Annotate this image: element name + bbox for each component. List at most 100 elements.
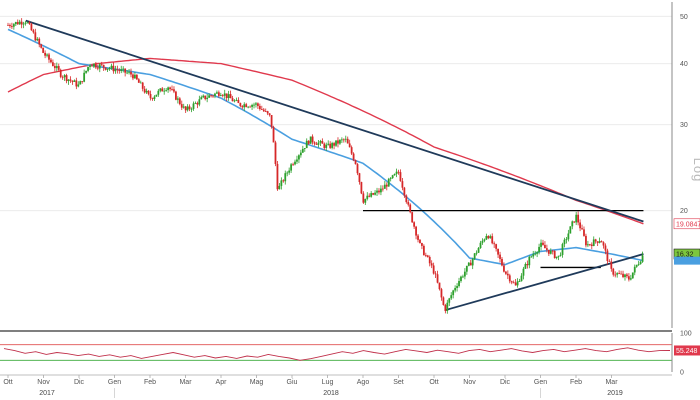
candle-up — [284, 173, 287, 182]
candle-down — [184, 106, 187, 111]
moving-average-short-tag — [674, 256, 700, 265]
price-y-tick-label: 30 — [680, 122, 688, 129]
candle-down — [506, 273, 509, 276]
x-year-label: 2017 — [39, 390, 55, 397]
candle-down — [315, 143, 318, 145]
candle-up — [364, 198, 367, 203]
candle-down — [276, 163, 279, 190]
candle-down — [151, 98, 154, 100]
candle-down — [444, 304, 447, 311]
candle-up — [235, 99, 238, 101]
candle-down — [626, 274, 628, 277]
candle-down — [508, 275, 511, 282]
candle-up — [206, 97, 209, 100]
x-year-label: 2019 — [607, 390, 623, 397]
x-tick-label: Nov — [463, 379, 476, 386]
candle-up — [67, 79, 70, 82]
price-y-tick-label: 20 — [680, 208, 688, 215]
candle-up — [46, 54, 48, 56]
candle-up — [456, 286, 458, 288]
candle-down — [258, 105, 261, 110]
candle-down — [124, 68, 127, 73]
rsi-line — [3, 347, 671, 361]
candle-up — [83, 72, 86, 82]
candle-down — [504, 271, 507, 274]
candle-down — [604, 245, 607, 251]
candle-up — [280, 180, 283, 186]
candle-down — [173, 89, 175, 92]
candle-down — [493, 243, 496, 245]
candle-down — [594, 239, 597, 242]
candle-down — [432, 265, 435, 274]
candle-down — [514, 282, 517, 286]
candle-down — [596, 241, 599, 243]
candle-down — [135, 74, 138, 80]
candle-down — [385, 184, 388, 187]
candle-up — [532, 254, 535, 257]
candle-up — [483, 239, 486, 241]
candle-down — [618, 273, 621, 274]
candle-down — [415, 226, 417, 236]
candle-down — [612, 268, 615, 275]
candle-up — [559, 254, 562, 256]
candle-down — [50, 59, 52, 63]
candle-down — [352, 153, 355, 161]
candle-down — [34, 32, 37, 41]
candle-up — [227, 94, 230, 99]
candle-up — [571, 221, 574, 227]
rsi-y-axis: 100 0 55.248 — [671, 331, 700, 377]
candle-down — [362, 193, 365, 203]
candle-up — [530, 256, 533, 258]
candle-down — [526, 264, 529, 266]
candle-down — [354, 160, 357, 165]
candle-down — [282, 180, 285, 182]
candle-down — [323, 143, 326, 148]
candle-up — [370, 193, 373, 197]
candle-down — [196, 102, 199, 105]
candle-up — [233, 100, 236, 102]
candle-down — [368, 195, 371, 197]
candle-down — [137, 79, 140, 83]
candle-down — [7, 24, 9, 26]
candle-down — [401, 181, 404, 188]
candle-down — [337, 140, 339, 144]
candle-up — [12, 24, 15, 27]
x-tick-label: Dic — [500, 379, 511, 386]
x-year-label: 2018 — [323, 390, 339, 397]
candle-down — [491, 236, 494, 244]
candle-up — [120, 69, 123, 72]
candle-down — [116, 69, 119, 71]
x-tick-label: Giu — [287, 379, 298, 386]
candle-down — [428, 256, 431, 264]
candle-up — [339, 139, 341, 144]
candle-up — [294, 161, 296, 165]
x-tick-label: Feb — [570, 379, 582, 386]
last-value-tag-box — [673, 218, 700, 230]
candle-up — [223, 93, 226, 96]
candle-up — [251, 104, 253, 107]
candle-down — [497, 248, 499, 255]
candle-up — [467, 262, 470, 266]
candle-up — [155, 94, 158, 97]
x-tick-label: Apr — [216, 379, 228, 386]
candle-up — [167, 87, 170, 91]
candle-up — [592, 239, 595, 246]
candle-down — [260, 109, 263, 110]
candle-down — [424, 255, 427, 256]
candle-up — [325, 144, 328, 148]
candle-down — [57, 66, 60, 70]
moving-average-long-line — [7, 57, 644, 225]
candle-down — [272, 126, 275, 143]
candle-down — [413, 222, 416, 227]
candle-up — [376, 190, 378, 193]
candle-down — [141, 82, 144, 89]
candle-up — [214, 93, 216, 96]
candle-up — [374, 192, 376, 195]
candle-up — [481, 240, 484, 243]
candle-up — [303, 148, 306, 149]
candle-down — [231, 98, 234, 102]
candle-up — [319, 141, 322, 143]
trendline — [444, 253, 644, 312]
candle-up — [641, 255, 644, 262]
candle-up — [448, 298, 451, 303]
